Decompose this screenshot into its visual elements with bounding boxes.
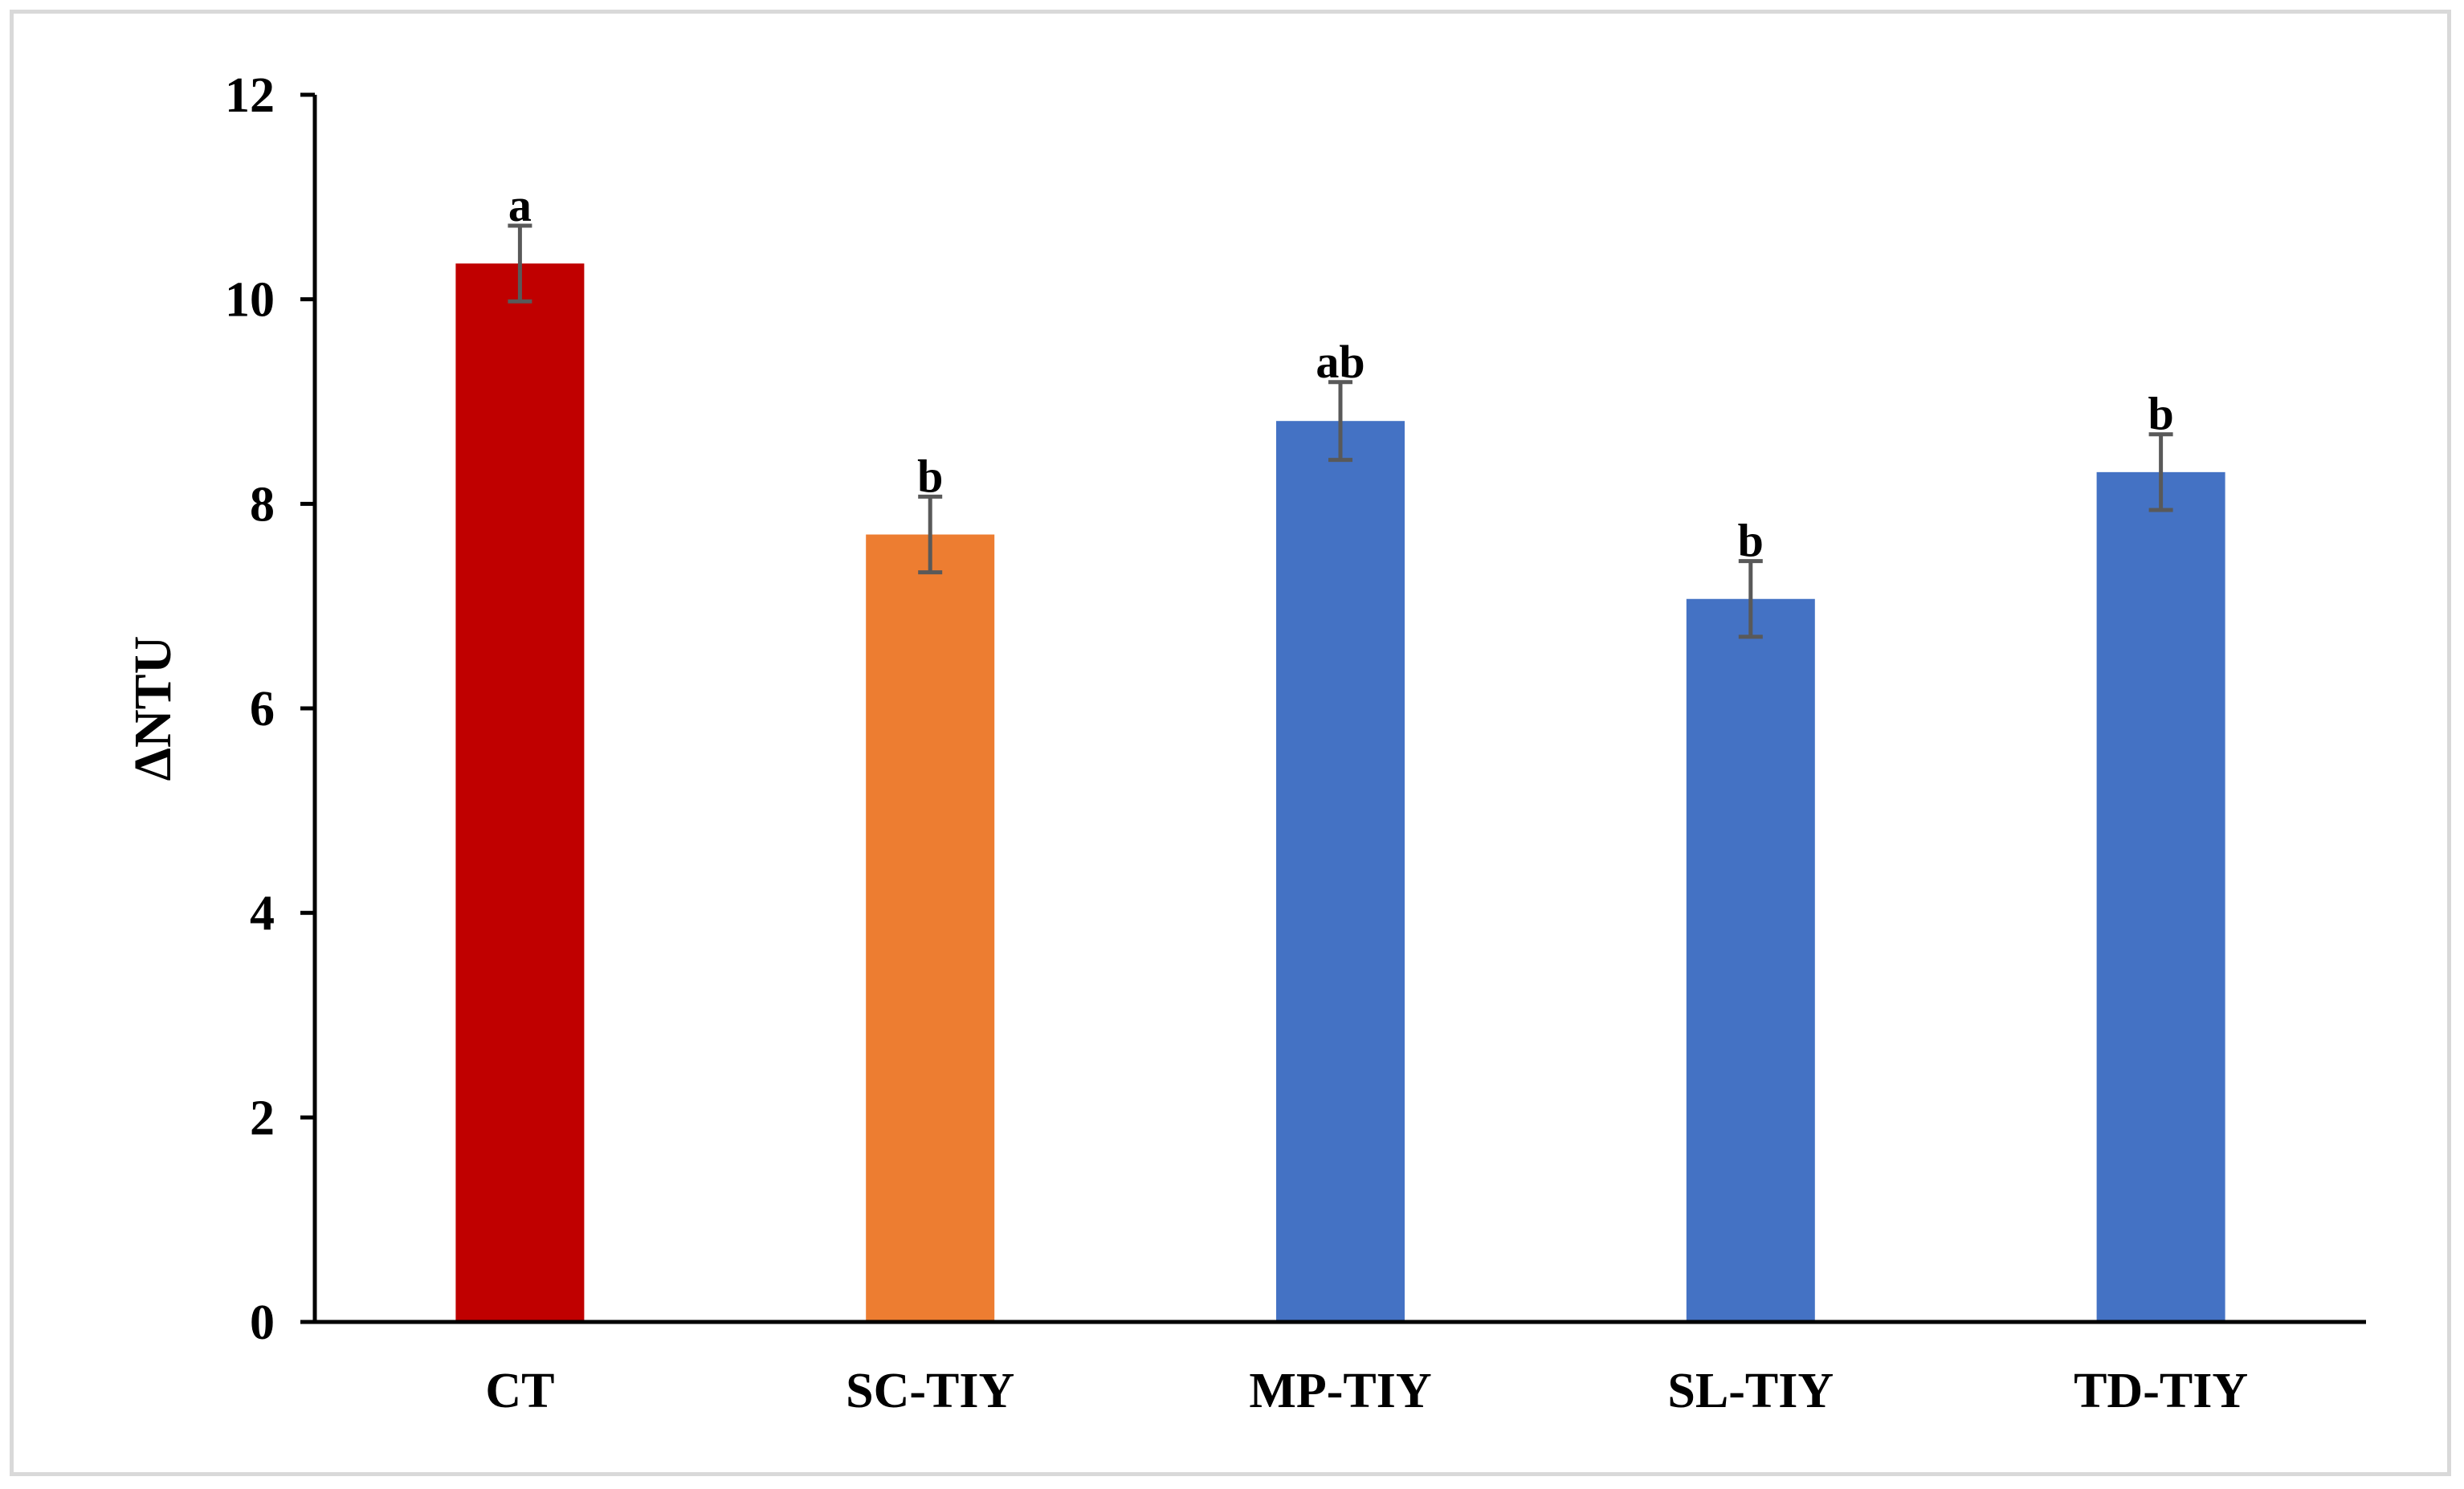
x-category-label: SL-TIY [1667, 1364, 1834, 1418]
x-category-label: CT [485, 1364, 554, 1418]
y-axis-title: ΔNTU [124, 636, 182, 781]
y-tick-label: 8 [250, 477, 275, 532]
significance-label: b [2148, 388, 2173, 440]
bars-layer [455, 263, 2225, 1323]
bar [455, 263, 585, 1323]
significance-label: b [917, 450, 943, 502]
significance-label: a [508, 179, 532, 231]
bar [1686, 598, 1815, 1322]
labels-layer: a CT b SC-TIY ab MP-TIY b SL-TIY b TD-TIY [485, 179, 2248, 1418]
y-tick-label: 12 [225, 68, 275, 123]
y-tick-label: 6 [250, 682, 275, 736]
x-category-label: MP-TIY [1249, 1364, 1431, 1418]
y-tick-label: 10 [225, 273, 275, 328]
bar [866, 534, 995, 1322]
bar [1276, 421, 1405, 1322]
x-category-label: TD-TIY [2074, 1364, 2248, 1418]
y-tick-label: 2 [250, 1091, 275, 1145]
significance-label: b [1738, 515, 1764, 567]
y-tick-label: 0 [250, 1295, 275, 1350]
bar [2096, 471, 2225, 1322]
x-category-label: SC-TIY [846, 1364, 1014, 1418]
error-bars-layer [508, 223, 2173, 639]
y-tick-label: 4 [250, 887, 275, 941]
significance-label: ab [1316, 336, 1365, 388]
chart-frame [10, 10, 2451, 1476]
y-ticks-layer: 0 2 4 6 8 10 12 [225, 68, 315, 1350]
